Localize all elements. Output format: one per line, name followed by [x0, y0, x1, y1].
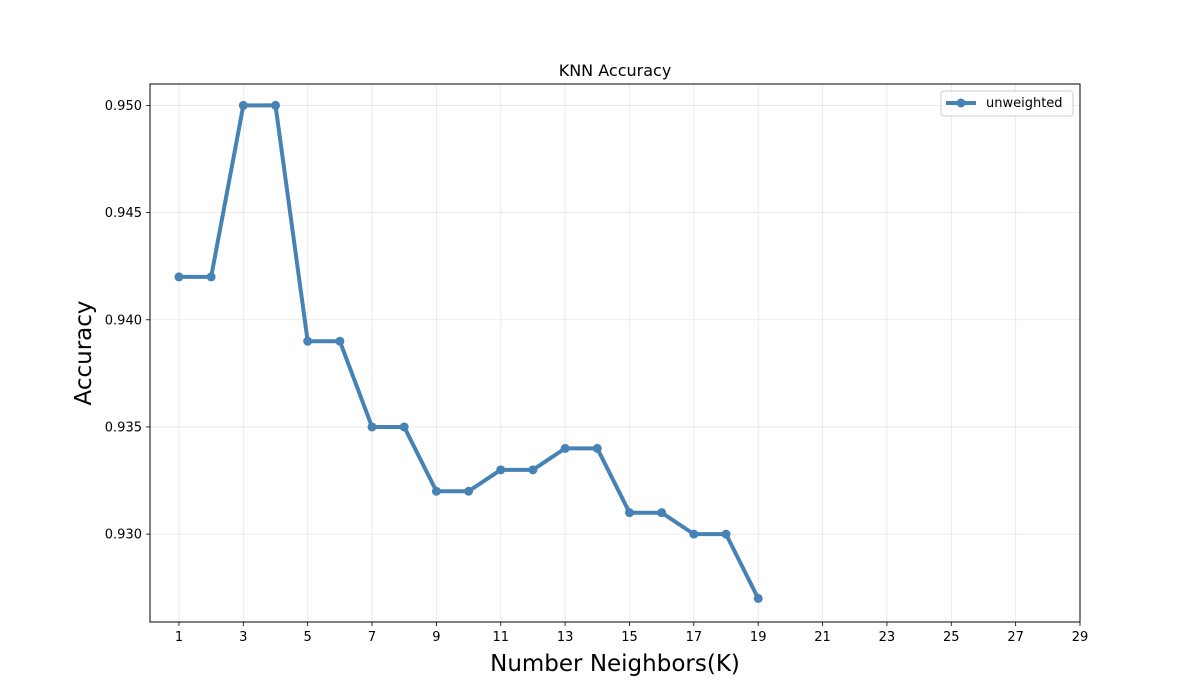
x-axis: 1 3 5 7 9 11 13 15 17 19 21 23 25 27 29	[175, 622, 1088, 645]
y-tick-label: 0.935	[105, 420, 142, 435]
y-axis-label: Accuracy	[71, 300, 97, 405]
data-point-k2	[206, 272, 216, 282]
x-tick-label: 11	[492, 630, 509, 645]
y-axis: 0.930 0.935 0.940 0.945 0.950	[105, 99, 150, 543]
x-tick-label: 21	[814, 630, 831, 645]
data-point-k16	[657, 508, 667, 518]
x-tick-label: 9	[432, 630, 440, 645]
data-point-k6	[335, 336, 345, 346]
data-point-k11	[496, 465, 506, 475]
data-point-k13	[560, 443, 570, 453]
data-point-k14	[592, 443, 602, 453]
x-tick-label: 3	[239, 630, 247, 645]
x-tick-label: 13	[557, 630, 574, 645]
x-tick-label: 5	[304, 630, 312, 645]
data-point-k17	[689, 529, 699, 539]
data-point-k5	[303, 336, 313, 346]
y-tick-label: 0.930	[105, 528, 142, 543]
data-point-k8	[399, 422, 409, 432]
x-tick-label: 25	[943, 630, 960, 645]
legend: unweighted	[940, 90, 1074, 117]
x-tick-label: 23	[879, 630, 896, 645]
x-axis-label: Number Neighbors(K)	[490, 651, 740, 677]
data-point-k3	[238, 100, 248, 110]
data-point-k19	[753, 593, 763, 603]
y-tick-label: 0.950	[105, 99, 142, 114]
series-layer	[174, 100, 763, 603]
legend-entry-unweighted: unweighted	[986, 96, 1063, 111]
data-point-k18	[721, 529, 731, 539]
data-point-k7	[367, 422, 377, 432]
x-tick-label: 27	[1007, 630, 1024, 645]
data-point-k10	[464, 486, 474, 496]
plot-area-frame	[149, 83, 1081, 623]
legend-box	[940, 90, 1074, 117]
data-point-k4	[271, 100, 281, 110]
series-unweighted	[174, 100, 763, 603]
x-tick-label: 1	[175, 630, 183, 645]
x-tick-label: 19	[750, 630, 767, 645]
legend-marker-swatch	[956, 98, 966, 108]
x-tick-label: 29	[1072, 630, 1089, 645]
y-tick-label: 0.940	[105, 313, 142, 328]
chart-title: KNN Accuracy	[559, 61, 672, 80]
data-point-k12	[528, 465, 538, 475]
data-point-k15	[624, 508, 634, 518]
y-tick-label: 0.945	[105, 206, 142, 221]
x-tick-label: 7	[368, 630, 376, 645]
x-tick-label: 17	[686, 630, 703, 645]
x-tick-label: 15	[621, 630, 638, 645]
data-point-k9	[431, 486, 441, 496]
data-point-k1	[174, 272, 184, 282]
